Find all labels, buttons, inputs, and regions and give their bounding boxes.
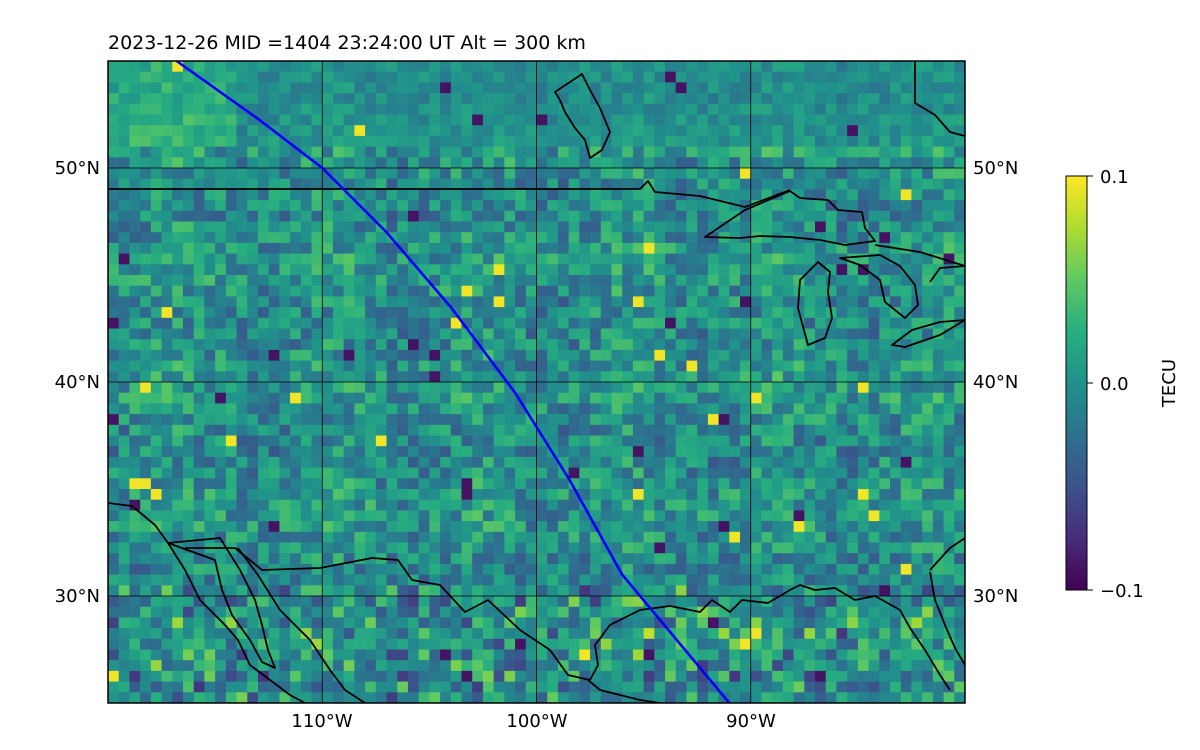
- florida-west: [929, 571, 965, 666]
- colorbar-tick-label: 0.0: [1100, 374, 1129, 395]
- baja-california: [167, 537, 276, 669]
- longitude-axis: 110°W 100°W 90°W: [291, 711, 776, 732]
- latitude-axis-left: 50°N 40°N 30°N: [55, 158, 100, 607]
- map-frame: [107, 60, 966, 704]
- yucatan-coast: [587, 679, 661, 703]
- hudson-bay-coast-east: [914, 61, 965, 137]
- colorbar-label: TECU: [1159, 359, 1180, 408]
- us-mexico-border: [185, 547, 599, 681]
- lat-tick-label: 30°N: [973, 586, 1018, 607]
- lake-michigan: [797, 261, 833, 346]
- colorbar: 0.1 0.0 −0.1 TECU: [1065, 167, 1180, 602]
- florida-coast: [929, 537, 965, 571]
- lake-erie: [891, 319, 965, 348]
- lon-tick-label: 110°W: [291, 711, 352, 732]
- colorbar-tick-label: 0.1: [1100, 167, 1129, 188]
- lat-tick-label: 30°N: [55, 586, 100, 607]
- lon-tick-label: 100°W: [506, 711, 567, 732]
- lake-superior: [704, 190, 876, 246]
- lat-tick-label: 40°N: [55, 372, 100, 393]
- us-canada-border: [108, 180, 791, 208]
- colorbar-tick-label: −0.1: [1100, 581, 1144, 602]
- chart-title: 2023-12-26 MID =1404 23:24:00 UT Alt = 3…: [108, 32, 586, 54]
- hudson-bay-coast: [554, 73, 611, 159]
- satellite-track-line: [175, 61, 731, 703]
- sonora-coast: [237, 547, 366, 703]
- lake-huron: [839, 254, 919, 319]
- colorbar-gradient: [1065, 175, 1088, 591]
- mexico-pacific-coast: [108, 502, 306, 703]
- map-panel: [108, 61, 965, 703]
- lat-tick-label: 50°N: [55, 158, 100, 179]
- lat-tick-label: 50°N: [973, 158, 1018, 179]
- lat-tick-label: 40°N: [973, 372, 1018, 393]
- latitude-axis-right: 50°N 40°N 30°N: [973, 158, 1018, 607]
- lon-tick-label: 90°W: [726, 711, 776, 732]
- great-lakes-outline: [874, 244, 965, 283]
